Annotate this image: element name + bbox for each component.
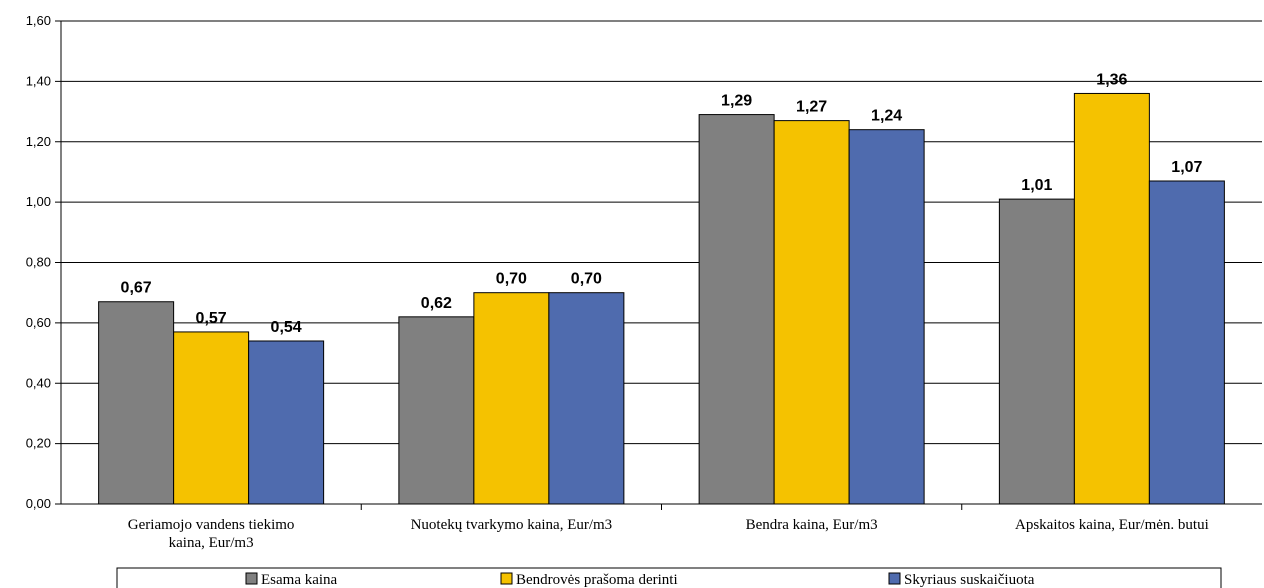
bar [773,120,850,505]
x-category-label-line: Apskaitos kaina, Eur/mėn. butui [1015,517,1209,533]
data-label: 0,57 [196,310,227,327]
data-label: 0,70 [571,271,602,288]
bar [848,129,925,505]
legend-label: Esama kaina [261,572,338,588]
data-label: 0,54 [271,319,302,336]
x-category-label-line: Geriamojo vandens tiekimo [128,517,295,533]
y-tick-label: 1,40 [26,73,51,88]
bar [173,331,250,505]
y-tick-label: 1,20 [26,134,51,149]
legend-label: Skyriaus suskaičiuota [904,572,1035,588]
legend: Esama kaina Bendrovės prašoma derinti Skyr… [116,567,1222,588]
y-tick-label: 0,60 [26,315,51,330]
legend-item: Esama kaina [245,572,338,588]
legend-swatch [888,572,901,585]
bar [473,292,550,505]
bar [998,198,1075,505]
y-tick-label: 1,00 [26,194,51,209]
legend-swatch [245,572,258,585]
bar [1148,180,1225,505]
x-category-label: Apskaitos kaina, Eur/mėn. butui [1015,517,1209,533]
x-category-label: Nuotekų tvarkymo kaina, Eur/m3 [411,517,613,533]
data-label: 1,36 [1096,71,1127,88]
bar [248,340,325,505]
y-tick-label: 1,60 [26,13,51,28]
data-label: 1,24 [871,108,902,125]
data-label: 1,29 [721,93,752,110]
bar [548,292,625,505]
y-tick-label: 0,00 [26,496,51,511]
bar [398,316,475,505]
legend-swatch [500,572,513,585]
data-label: 1,07 [1171,159,1202,176]
x-category-label: Geriamojo vandens tiekimo kaina, Eur/m3 [128,517,295,551]
legend-item: Bendrovės prašoma derinti [500,572,678,588]
x-category-label-line: kaina, Eur/m3 [169,535,254,551]
bar [698,114,775,505]
x-category-label-line: Bendra kaina, Eur/m3 [746,517,878,533]
y-tick-label: 0,80 [26,255,51,270]
legend-label: Bendrovės prašoma derinti [516,572,678,588]
data-label: 0,62 [421,295,452,312]
bar [98,301,175,505]
data-label: 0,70 [496,271,527,288]
data-label: 1,01 [1021,177,1052,194]
x-category-label: Bendra kaina, Eur/m3 [746,517,878,533]
data-label: 1,27 [796,99,827,116]
x-category-label-line: Nuotekų tvarkymo kaina, Eur/m3 [411,517,613,533]
y-tick-label: 0,20 [26,436,51,451]
legend-item: Skyriaus suskaičiuota [888,572,1035,588]
bar [1073,92,1150,505]
legend-box [116,567,1222,588]
y-tick-label: 0,40 [26,375,51,390]
data-label: 0,67 [121,280,152,297]
